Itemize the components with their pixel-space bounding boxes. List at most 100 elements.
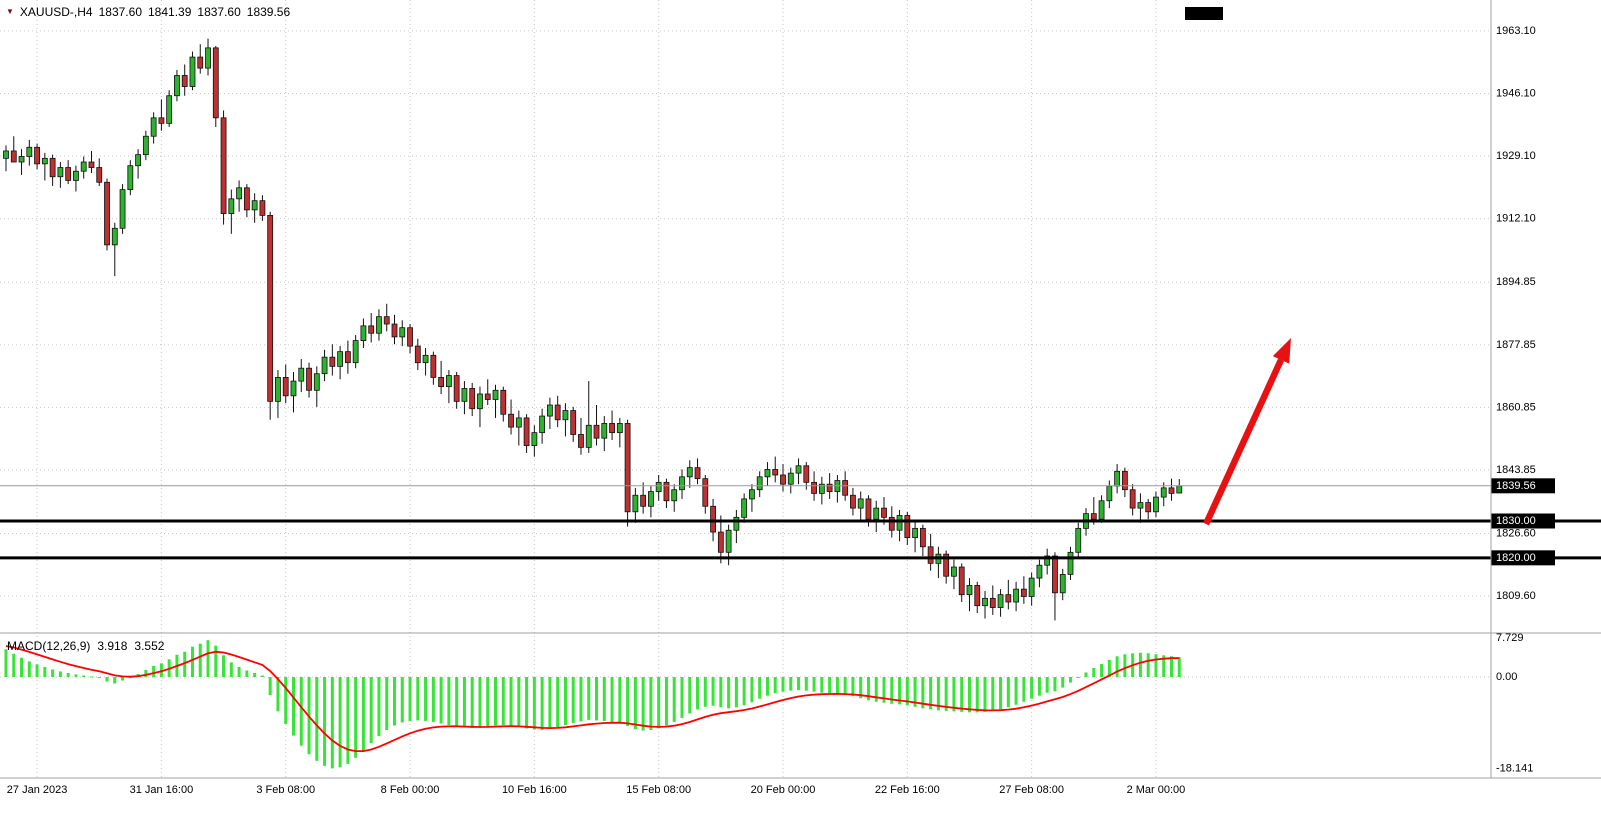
macd-histogram-bar	[385, 677, 389, 731]
candle-down	[368, 325, 375, 334]
macd-histogram-bar	[478, 677, 482, 728]
candle-up	[896, 515, 903, 531]
candle-down	[772, 469, 779, 476]
candle-down	[702, 478, 709, 507]
macd-histogram-bar	[820, 677, 824, 693]
macd-histogram-bar	[851, 677, 855, 697]
macd-main-value: 3.918	[97, 639, 128, 653]
candle-up	[119, 189, 126, 229]
macd-histogram-bar	[898, 677, 902, 705]
macd-histogram-bar	[58, 671, 62, 677]
macd-histogram-bar	[1138, 652, 1142, 677]
candle-down	[453, 375, 460, 402]
macd-histogram-bar	[330, 677, 334, 769]
macd-histogram-bar	[229, 662, 233, 677]
macd-histogram-bar	[952, 677, 956, 712]
time-axis-label: 15 Feb 08:00	[626, 784, 691, 796]
macd-histogram-bar	[501, 677, 505, 725]
macd-histogram-bar	[719, 677, 723, 708]
candle-up	[376, 316, 382, 334]
macd-histogram-bar	[1107, 659, 1111, 677]
candle-down	[811, 481, 817, 494]
macd-histogram-bar	[525, 677, 529, 729]
candle-down	[197, 56, 204, 69]
candle-up	[671, 489, 678, 502]
macd-histogram-bar	[1084, 672, 1088, 677]
candle-down	[1090, 513, 1097, 520]
price-line-badge	[1491, 513, 1555, 529]
macd-histogram-bar	[299, 677, 303, 746]
candle-down	[865, 498, 872, 520]
macd-histogram-bar	[1076, 677, 1080, 678]
macd-histogram-bar	[664, 677, 668, 726]
macd-histogram-bar	[1045, 677, 1049, 693]
candle-down	[888, 516, 895, 531]
candle-up	[1059, 574, 1066, 594]
candle-down	[383, 316, 390, 325]
macd-histogram-bar	[626, 677, 630, 726]
candle-up	[1176, 485, 1183, 494]
candle-up	[492, 389, 499, 400]
time-axis-label: 10 Feb 16:00	[502, 784, 567, 796]
macd-histogram-bar	[633, 677, 637, 730]
macd-histogram-bar	[1014, 677, 1018, 705]
candle-up	[1137, 502, 1144, 509]
candle-down	[554, 404, 561, 421]
macd-histogram-bar	[152, 665, 156, 677]
macd-histogram-bar	[198, 643, 202, 677]
macd-histogram-bar	[89, 676, 93, 678]
candle-up	[787, 472, 794, 485]
macd-histogram-bar	[540, 677, 544, 731]
price-line-badge	[1491, 550, 1555, 566]
macd-histogram-bar	[268, 677, 272, 696]
macd-histogram-bar	[1022, 677, 1026, 702]
macd-histogram-bar	[291, 677, 295, 736]
price-axis-label: 1946.10	[1496, 88, 1536, 100]
candle-down	[850, 494, 856, 509]
macd-histogram-bar	[610, 677, 614, 722]
candle-up	[422, 354, 429, 364]
macd-histogram-bar	[556, 677, 560, 727]
candle-down	[438, 377, 445, 388]
macd-histogram-bar	[882, 677, 886, 703]
time-axis-label: 2 Mar 00:00	[1127, 784, 1186, 796]
candle-up	[18, 156, 25, 163]
candle-up	[275, 377, 281, 402]
macd-histogram-bar	[1146, 653, 1150, 677]
macd-histogram-bar	[765, 677, 769, 696]
macd-histogram-bar	[237, 666, 241, 677]
macd-histogram-bar	[563, 677, 567, 725]
candle-up	[1106, 485, 1113, 502]
candle-up	[1044, 555, 1051, 566]
candle-up	[1028, 577, 1035, 597]
macd-histogram-bar	[369, 677, 373, 744]
candle-up	[142, 135, 149, 156]
candle-up	[57, 167, 64, 178]
candle-down	[220, 117, 227, 214]
candle-up	[399, 327, 406, 338]
macd-histogram-bar	[734, 677, 738, 708]
price-axis-label: 1912.10	[1496, 213, 1536, 225]
macd-histogram-bar	[532, 677, 536, 730]
trend-arrow-head[interactable]	[1272, 338, 1291, 364]
candle-down	[943, 553, 950, 577]
time-axis-label: 3 Feb 08:00	[256, 784, 315, 796]
candle-down	[663, 481, 670, 502]
candle-down	[259, 200, 266, 216]
candle-up	[174, 75, 180, 97]
candle-up	[733, 516, 740, 531]
macd-histogram-bar	[222, 655, 226, 677]
candle-down	[881, 507, 887, 518]
macd-histogram-bar	[323, 677, 327, 766]
candle-down	[803, 465, 810, 483]
current-price-badge-label: 1839.56	[1496, 480, 1536, 492]
macd-histogram-bar	[20, 657, 24, 677]
trend-arrow-shaft[interactable]	[1203, 358, 1284, 526]
candle-up	[461, 388, 468, 402]
macd-histogram-bar	[804, 677, 808, 691]
macd-histogram-bar	[789, 677, 793, 691]
candle-up	[73, 170, 79, 181]
symbol-dropdown-icon[interactable]: ▼	[6, 7, 14, 16]
candle-down	[484, 393, 491, 400]
